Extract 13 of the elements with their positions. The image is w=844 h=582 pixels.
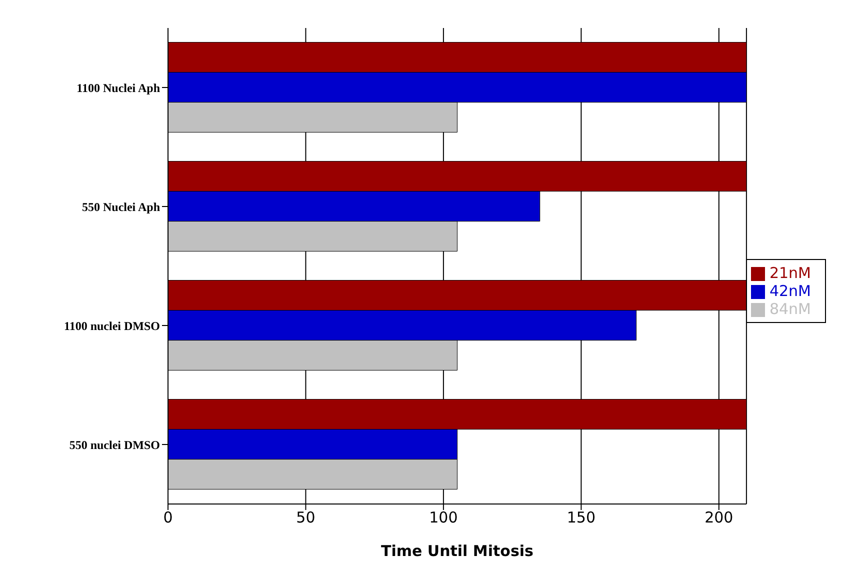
legend-label: 21nM — [769, 264, 811, 282]
y-tick-label: 1100 Nuclei Aph — [76, 80, 160, 95]
legend-label: 84nM — [769, 300, 811, 318]
x-tick-label: 100 — [429, 508, 458, 527]
y-tick-label: 1100 nuclei DMSO — [64, 318, 160, 333]
x-tick-label: 150 — [566, 508, 596, 527]
x-axis-title: Time Until Mitosis — [380, 542, 534, 560]
y-tick-label: 550 Nuclei Aph — [82, 200, 160, 214]
legend-label: 42nM — [769, 282, 811, 300]
x-tick-label: 0 — [163, 508, 173, 527]
x-tick-label: 200 — [704, 508, 734, 527]
y-tick-label: 550 nuclei DMSO — [69, 438, 160, 452]
x-tick-label: 50 — [296, 508, 316, 527]
